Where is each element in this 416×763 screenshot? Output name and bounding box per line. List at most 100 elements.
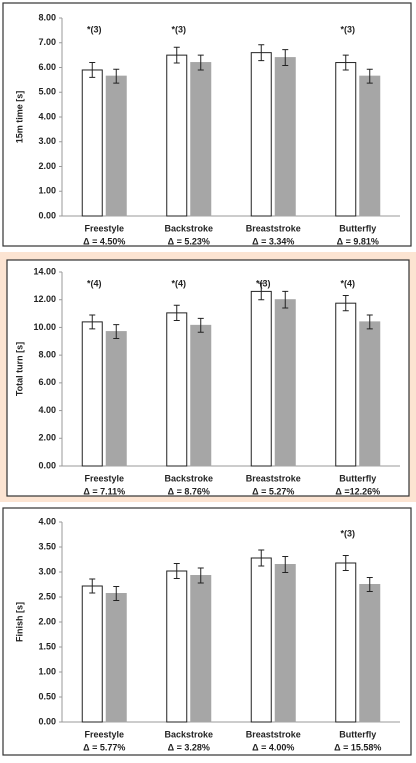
error-bar (282, 556, 289, 573)
bar (250, 557, 272, 723)
y-tick-label: 7.00 (38, 37, 56, 47)
category-note: Δ = 4.50% (83, 236, 125, 246)
error-bar (197, 567, 204, 584)
error-bar (197, 317, 204, 333)
error-bar (258, 44, 265, 62)
error-bar (197, 54, 204, 71)
x-tick-label: Breaststroke (246, 729, 301, 739)
bar (166, 54, 188, 217)
error-bar (173, 563, 180, 579)
category-note: Δ = 9.81% (337, 236, 379, 246)
y-tick-label: 10.00 (33, 322, 56, 332)
y-tick-label: 1.00 (38, 666, 56, 676)
x-tick-label: Breaststroke (246, 473, 301, 483)
x-tick-label: Freestyle (84, 223, 124, 233)
bar (81, 585, 103, 723)
y-tick-label: 3.00 (38, 136, 56, 146)
x-tick-label: Butterfly (339, 729, 376, 739)
error-bar (258, 282, 265, 301)
annotation: *(4) (340, 278, 355, 288)
error-bar (89, 578, 96, 594)
error-bar (173, 46, 180, 64)
y-tick-label: 6.00 (38, 377, 56, 387)
bar (274, 564, 296, 723)
annotation: *(4) (87, 278, 102, 288)
x-tick-label: Backstroke (164, 473, 213, 483)
bar (250, 52, 272, 217)
category-note: Δ = 7.11% (83, 486, 125, 496)
y-axis-title: Total turn [s] (14, 342, 24, 396)
y-tick-label: 0.00 (38, 716, 56, 726)
y-tick-label: 4.00 (38, 516, 56, 526)
bar (190, 575, 212, 723)
y-tick-label: 14.00 (33, 266, 56, 276)
y-tick-label: 3.00 (38, 566, 56, 576)
annotation: *(3) (171, 24, 186, 34)
bar (105, 331, 127, 467)
annotation: *(3) (87, 24, 102, 34)
y-tick-label: 0.50 (38, 691, 56, 701)
error-bar (342, 295, 349, 312)
annotation: *(4) (171, 278, 186, 288)
bar (335, 302, 357, 467)
error-bar (342, 54, 349, 71)
error-bar (113, 586, 120, 601)
x-tick-label: Backstroke (164, 223, 213, 233)
annotation: *(3) (340, 24, 355, 34)
error-bar (113, 324, 120, 340)
category-note: Δ = 5.23% (168, 236, 210, 246)
category-note: Δ = 3.34% (252, 236, 294, 246)
annotation: *(3) (256, 278, 271, 288)
y-tick-label: 2.00 (38, 433, 56, 443)
y-tick-label: 4.00 (38, 405, 56, 415)
y-tick-label: 12.00 (33, 294, 56, 304)
bar (274, 57, 296, 217)
y-tick-label: 4.00 (38, 111, 56, 121)
x-tick-label: Backstroke (164, 729, 213, 739)
bar (81, 321, 103, 467)
y-tick-label: 1.00 (38, 186, 56, 196)
category-note: Δ = 8.76% (168, 486, 210, 496)
bar (359, 321, 381, 467)
y-tick-label: 2.00 (38, 616, 56, 626)
error-bar (366, 314, 373, 330)
y-tick-label: 0.00 (38, 210, 56, 220)
x-tick-label: Freestyle (84, 473, 124, 483)
error-bar (113, 68, 120, 84)
y-tick-label: 8.00 (38, 12, 56, 22)
bar (81, 69, 103, 217)
error-bar (258, 549, 265, 567)
annotation: *(3) (340, 528, 355, 538)
bar (359, 584, 381, 723)
error-bar (342, 555, 349, 571)
x-tick-label: Breaststroke (246, 223, 301, 233)
bar (166, 312, 188, 467)
category-note: Δ = 15.58% (334, 742, 381, 752)
bar (190, 324, 212, 467)
y-tick-label: 1.50 (38, 641, 56, 651)
x-tick-label: Butterfly (339, 223, 376, 233)
x-tick-label: Butterfly (339, 473, 376, 483)
y-tick-label: 8.00 (38, 350, 56, 360)
category-note: Δ = 5.27% (252, 486, 294, 496)
y-tick-label: 6.00 (38, 62, 56, 72)
x-tick-label: Freestyle (84, 729, 124, 739)
bar (105, 593, 127, 723)
y-tick-label: 2.00 (38, 161, 56, 171)
error-bar (282, 49, 289, 67)
error-bar (89, 314, 96, 330)
bar (190, 62, 212, 217)
error-bar (173, 304, 180, 321)
error-bar (366, 68, 373, 84)
y-tick-label: 0.00 (38, 460, 56, 470)
error-bar (89, 62, 96, 78)
y-tick-label: 2.50 (38, 591, 56, 601)
y-tick-label: 3.50 (38, 541, 56, 551)
category-note: Δ =12.26% (335, 486, 380, 496)
y-axis-title: Finish [s] (14, 602, 24, 642)
category-note: Δ = 4.00% (252, 742, 294, 752)
y-tick-label: 5.00 (38, 87, 56, 97)
bar (335, 62, 357, 217)
error-bar (366, 577, 373, 592)
